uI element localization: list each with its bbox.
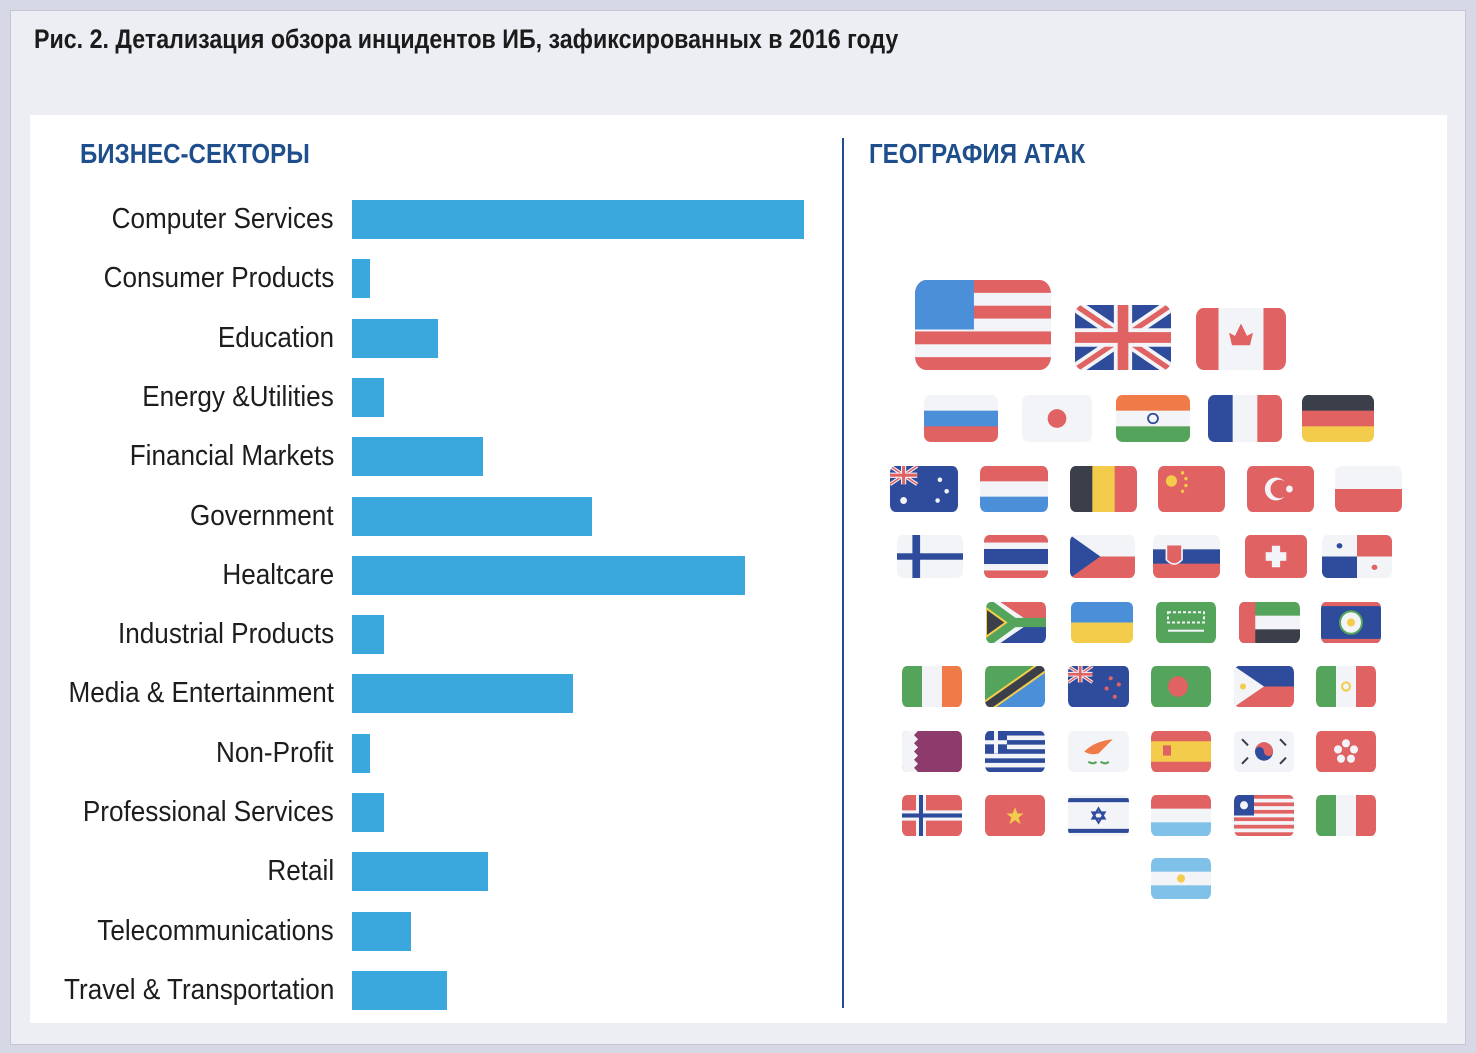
category-label: Consumer Products xyxy=(103,262,334,295)
category-label: Healtcare xyxy=(222,558,334,591)
flag-india-icon xyxy=(1116,395,1190,447)
flag-thailand-icon xyxy=(984,535,1048,583)
divider xyxy=(842,138,844,1008)
category-label: Government xyxy=(190,499,334,532)
category-label: Retail xyxy=(267,855,334,888)
category-label: Travel & Transportation xyxy=(63,973,334,1006)
flag-italy-icon xyxy=(1316,795,1376,841)
bar-retail xyxy=(352,852,488,892)
bar-healtcare xyxy=(352,555,746,595)
bar-computer-services xyxy=(352,200,804,239)
business-sectors-heading: БИЗНЕС-СЕКТОРЫ xyxy=(80,138,310,169)
category-label: Telecommunications xyxy=(97,914,334,947)
bar-financial-markets xyxy=(352,437,484,477)
figure-title: Рис. 2. Детализация обзора инцидентов ИБ… xyxy=(34,24,899,54)
flag-spain-icon xyxy=(1151,731,1211,777)
flag-czech-republic-icon xyxy=(1070,535,1135,583)
category-label: Media & Entertainment xyxy=(68,677,334,710)
flag-slovakia-icon xyxy=(1153,535,1220,583)
flag-belgium-icon xyxy=(1070,466,1137,517)
category-label: Education xyxy=(217,321,334,354)
flag-hong-kong-icon xyxy=(1316,731,1376,777)
flag-philippines-icon xyxy=(1234,666,1294,712)
bar-industrial-products xyxy=(352,615,384,655)
flag-tanzania-icon xyxy=(985,666,1045,712)
flag-australia-icon xyxy=(890,466,958,517)
flag-luxembourg-icon xyxy=(1151,795,1211,841)
flag-canada-icon xyxy=(1196,308,1286,375)
flag-argentina-icon xyxy=(1151,858,1211,904)
flag-switzerland-icon xyxy=(1245,535,1307,583)
bar-education xyxy=(352,318,438,358)
category-label: Professional Services xyxy=(83,796,334,828)
flag-germany-icon xyxy=(1302,395,1374,447)
flag-usa-icon xyxy=(915,280,1051,375)
category-label: Industrial Products xyxy=(117,618,334,651)
bar-energy-utilities xyxy=(352,377,384,417)
flag-panama-icon xyxy=(1322,535,1392,583)
flag-bangladesh-icon xyxy=(1151,666,1211,712)
flag-liberia-icon xyxy=(1234,795,1294,841)
flag-russia-icon xyxy=(924,395,998,447)
flag-saudi-arabia-icon xyxy=(1156,602,1216,648)
flag-israel-icon xyxy=(1068,795,1129,841)
category-label: Energy &Utilities xyxy=(142,380,334,413)
flag-uae-icon xyxy=(1239,602,1300,648)
flag-greece-icon xyxy=(985,731,1045,777)
flag-turkey-icon xyxy=(1247,466,1314,517)
bar-telecommunications xyxy=(352,911,411,951)
bar-consumer-products xyxy=(352,259,371,299)
flag-cyprus-icon xyxy=(1068,731,1129,777)
flag-new-zealand-icon xyxy=(1068,666,1129,712)
flag-belize-icon xyxy=(1321,602,1381,648)
bar-government xyxy=(352,496,592,536)
flag-south-korea-icon xyxy=(1234,731,1294,777)
flag-south-africa-icon xyxy=(986,602,1046,648)
flag-ukraine-icon xyxy=(1071,602,1133,648)
flag-mexico-icon xyxy=(1316,666,1376,712)
flag-qatar-icon xyxy=(902,731,962,777)
bar-professional-services xyxy=(352,793,384,832)
flag-ireland-icon xyxy=(902,666,962,712)
bar-media-entertainment xyxy=(352,674,574,714)
flag-vietnam-icon xyxy=(985,795,1045,841)
flag-china-icon xyxy=(1158,466,1225,517)
category-label: Non-Profit xyxy=(216,736,334,769)
category-label: Computer Services xyxy=(112,203,334,235)
attack-geography-heading: ГЕОГРАФИЯ АТАК xyxy=(869,138,1086,169)
flag-poland-icon xyxy=(1335,466,1402,517)
category-label: Financial Markets xyxy=(129,440,334,473)
bar-travel-transportation xyxy=(352,970,447,1010)
flag-netherlands-icon xyxy=(980,466,1048,517)
flag-france-icon xyxy=(1208,395,1282,447)
bar-non-profit xyxy=(352,733,371,773)
flag-japan-icon xyxy=(1022,395,1092,447)
flag-norway-icon xyxy=(902,795,962,841)
flag-finland-icon xyxy=(897,535,963,583)
flag-united-kingdom-icon xyxy=(1075,305,1171,375)
